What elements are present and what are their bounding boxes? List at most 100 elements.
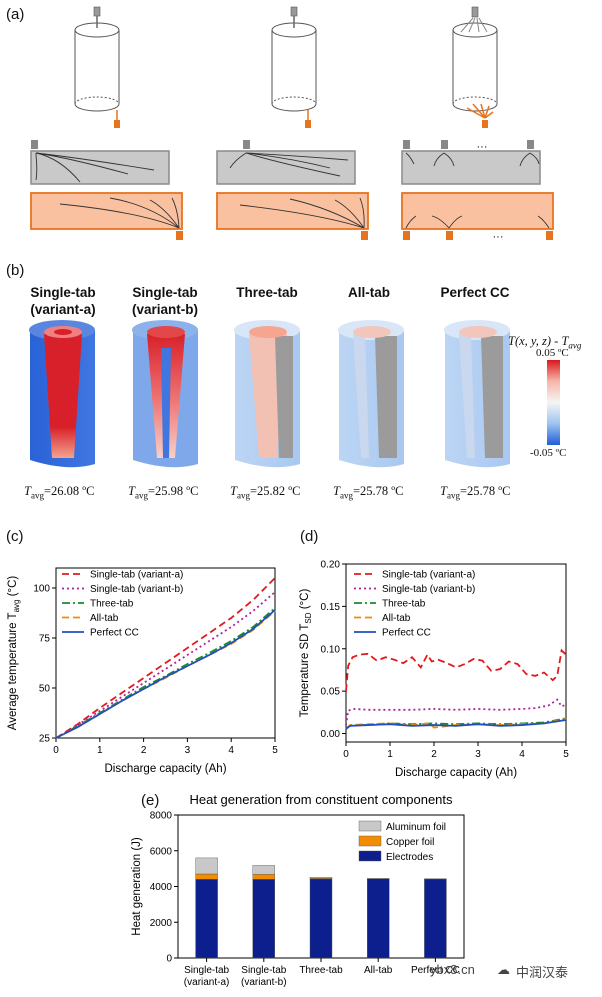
cylinder-multi-tab	[452, 6, 498, 128]
y-axis-label-main: Average temperature T	[7, 612, 19, 730]
x-tick-label: All-tab	[364, 965, 393, 976]
watermark-brand-icon: ☁	[497, 962, 510, 977]
chart-heat-generation: Heat generation from constituent compone…	[131, 792, 465, 988]
watermark-site: ybx8.cn	[430, 962, 475, 977]
tavg-label-3: Tavg=25.82 ºC	[230, 484, 301, 501]
watermark-brand: 中润汉泰	[516, 965, 569, 980]
x-tick-label: 0	[343, 749, 349, 760]
x-tick-label: 5	[563, 749, 569, 760]
tavg-label-2: Tavg=25.98 ºC	[128, 484, 199, 501]
bar-electrodes-2	[309, 878, 333, 959]
thermal-render-three-tab	[234, 320, 300, 468]
x-tick-label: 3	[185, 745, 191, 756]
series-line-4	[55, 609, 276, 739]
chart-average-temperature: 0 1 2 3 4 5 25 50 75 100 Discharge capacity (Ah) Av…	[7, 567, 278, 775]
legend-label-3: All-tab	[382, 613, 411, 624]
x-tick-label: Single-tab	[241, 965, 286, 976]
legend-swatch-1	[358, 835, 382, 847]
cell-tab-schematic: ··· ···	[30, 6, 554, 243]
y-tick-label: 8000	[150, 811, 173, 822]
legend-label-4: Perfect CC	[382, 628, 431, 639]
legend-label-1: Copper foil	[386, 837, 434, 848]
x-tick-label: Single-tab	[184, 965, 229, 976]
panel-label-d: (d)	[300, 528, 319, 545]
bar-electrodes-3	[366, 878, 390, 959]
bar-copper-foil-1	[252, 874, 276, 880]
cathode-strip-1	[30, 140, 170, 185]
cathode-strip-3: ···	[401, 140, 541, 185]
ellipsis-top: ···	[477, 141, 488, 153]
panel-label-b: (b)	[6, 262, 25, 279]
legend-label-1: Single-tab (variant-b)	[90, 584, 183, 595]
x-tick-label: Perfect CC	[411, 965, 460, 976]
legend-label-1: Single-tab (variant-b)	[382, 584, 475, 595]
legend-label-2: Three-tab	[90, 599, 134, 610]
x-tick-label: Three-tab	[299, 965, 343, 976]
x-tick-label: 0	[53, 745, 59, 756]
cylinder-single-tab-b	[271, 6, 317, 128]
plot-frame	[345, 563, 567, 743]
series-line-0	[55, 577, 276, 739]
x-tick-label: 4	[228, 745, 234, 756]
y-axis-label: Average temperature Tavg (°C)	[7, 576, 21, 731]
y-tick-label: 0.00	[321, 729, 341, 740]
thermal-header-2: Single-tab (variant-b)	[131, 285, 198, 317]
legend-label-0: Single-tab (variant-a)	[382, 570, 475, 581]
anode-strip-3: ···	[401, 192, 554, 243]
chart-temperature-sd: 0 1 2 3 4 5 0.00 0.05 0.10 0.15 0.20 Discharge capa…	[299, 560, 569, 780]
legend-label-4: Perfect CC	[90, 628, 139, 639]
bar-electrodes-1	[252, 879, 276, 959]
y-tick-label: 4000	[150, 882, 173, 893]
y-axis-label-sub: avg	[12, 600, 21, 613]
y-axis-label: Temperature SD TSD (°C)	[299, 589, 313, 718]
tavg-label-5: Tavg=25.78 ºC	[440, 484, 511, 501]
series-line-1	[345, 698, 567, 726]
y-tick-label: 50	[39, 684, 51, 695]
x-tick-label: 4	[519, 749, 525, 760]
thermal-header-5: Perfect CC	[440, 285, 510, 300]
ellipsis-bottom: ···	[493, 231, 504, 243]
series-line-0	[345, 648, 567, 692]
chart-title: Heat generation from constituent compone…	[189, 792, 453, 807]
panel-label-a: (a)	[6, 6, 25, 23]
y-tick-label: 0.05	[321, 687, 341, 698]
anode-strip-2	[216, 192, 369, 240]
legend-swatch-0	[358, 850, 382, 862]
thermal-renders	[29, 320, 510, 468]
thermal-header-3: Three-tab	[236, 285, 298, 300]
legend-swatch-2	[358, 820, 382, 832]
y-tick-label: 0	[166, 954, 172, 965]
legend-label-0: Single-tab (variant-a)	[90, 570, 183, 581]
colorbar-max-label: 0.05 ºC	[536, 347, 569, 359]
y-axis-label-sub: SD	[304, 612, 313, 623]
tavg-label-1: Tavg=26.08 ºC	[24, 484, 95, 501]
y-axis-label-unit: (°C)	[299, 589, 311, 613]
legend-label-2: Three-tab	[382, 599, 426, 610]
bar-aluminum-foil-0	[195, 857, 218, 875]
x-tick-label: 2	[141, 745, 147, 756]
y-tick-label: 0.10	[321, 644, 341, 655]
thermal-render-single-tab-b	[132, 320, 198, 468]
y-tick-label: 100	[33, 584, 50, 595]
x-axis-label: Discharge capacity (Ah)	[104, 763, 226, 775]
legend-label-0: Electrodes	[386, 852, 433, 863]
bar-copper-foil-0	[195, 873, 218, 880]
series-line-1	[55, 591, 276, 739]
legend-label-2: Aluminum foil	[386, 822, 446, 833]
x-tick-label-line2: (variant-a)	[184, 977, 230, 988]
thermal-header-4: All-tab	[348, 285, 390, 300]
x-tick-label: 5	[272, 745, 278, 756]
series-line-4	[345, 719, 567, 730]
colorbar-title: T(x, y, z) - Tavg	[508, 334, 582, 351]
tavg-label-4: Tavg=25.78 ºC	[333, 484, 404, 501]
y-axis-label-main: Temperature SD T	[299, 624, 311, 718]
bar-aluminum-foil-1	[252, 865, 276, 875]
panel-label-e: (e)	[141, 792, 160, 809]
x-tick-label: 3	[475, 749, 481, 760]
y-tick-label: 0.15	[321, 602, 341, 613]
plot-frame	[55, 567, 276, 739]
series-line-2	[55, 607, 276, 739]
thermal-render-single-tab-a	[29, 320, 95, 468]
y-axis-label-unit: (°C)	[7, 576, 19, 600]
y-tick-label: 2000	[150, 918, 173, 929]
